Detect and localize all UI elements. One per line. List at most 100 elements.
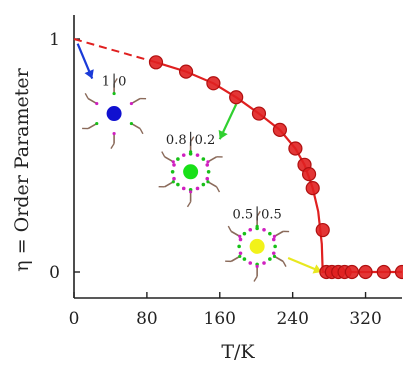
inset-spoke-dot — [95, 121, 99, 126]
inset-label-right: 0.5 — [261, 207, 282, 222]
data-point — [358, 264, 373, 280]
inset-ring-dot — [206, 170, 211, 174]
inset-spoke-branch — [84, 92, 89, 99]
inset-ring-dot — [242, 231, 247, 236]
inset-ring-dot — [201, 157, 206, 161]
inset-spoke-branch — [186, 201, 192, 208]
inset-spoke-dot — [255, 264, 259, 268]
inset-ring-dot — [172, 163, 176, 167]
inset-spoke — [274, 255, 284, 263]
inset-spoke-dot — [255, 224, 259, 228]
axes-frame — [73, 15, 402, 299]
inset-spoke-dot — [189, 190, 193, 194]
inset-spoke-dot — [112, 131, 116, 136]
inset-ring-dot — [262, 261, 266, 265]
inset-spoke-dot — [272, 234, 277, 238]
inset-ring-dot — [262, 227, 266, 232]
inset-label-right: 0 — [118, 75, 126, 90]
y-tick-label: 1 — [49, 30, 60, 50]
data-point — [272, 122, 288, 137]
x-tick-label: 160 — [204, 309, 236, 329]
inset-center — [249, 238, 265, 254]
inset-label-right: 0.2 — [195, 133, 216, 148]
inset-spoke — [87, 122, 98, 130]
x-axis-label: T/K — [221, 341, 255, 363]
inset-spoke-dot — [129, 121, 134, 126]
inset-2: 0.8 0.2 — [158, 103, 238, 208]
y-axis-label: η = Order Parameter — [11, 67, 33, 271]
inset-spoke-dot — [272, 254, 277, 258]
inset-ring-dot — [170, 170, 175, 174]
inset-ring-dot — [271, 251, 276, 256]
data-point — [229, 90, 244, 105]
inset-spoke-dot — [129, 101, 134, 106]
inset-ring-dot — [195, 186, 200, 191]
inset-spoke-dot — [189, 150, 193, 154]
inset-ring-dot — [181, 153, 186, 157]
inset-spoke — [131, 122, 141, 130]
inset-ring-dot — [195, 153, 200, 157]
inset-ring-dot — [268, 257, 272, 261]
inset-3: 0.5 0.5 — [225, 206, 323, 282]
inset-arrowhead — [218, 129, 228, 140]
inset-ring-dot — [237, 244, 241, 249]
inset-ring-dot — [248, 227, 253, 232]
inset-ring-dot — [273, 244, 277, 249]
y-tick-label: 0 — [49, 263, 60, 283]
data-point — [206, 76, 221, 91]
inset-spoke-dot — [171, 180, 175, 184]
x-tick-label: 0 — [69, 309, 80, 329]
inset-spoke-branch — [215, 186, 221, 193]
inset-spoke-branch — [253, 276, 258, 282]
inset-ring-dot — [201, 182, 206, 187]
inset-center — [183, 164, 199, 180]
x-tick-label: 240 — [276, 309, 308, 329]
inset-ring-dot — [242, 257, 247, 261]
inset-spoke-branch — [227, 225, 232, 232]
extrapolation-line — [73, 38, 157, 64]
inset-center — [106, 106, 122, 122]
inset-ring-dot — [176, 157, 180, 161]
inset-arrowhead — [84, 69, 94, 79]
inset-ring-dot — [205, 163, 210, 167]
inset-spoke-branch — [161, 151, 166, 158]
inset-ring-dot — [271, 237, 276, 242]
inset-ring-dot — [176, 182, 180, 187]
data-point — [288, 141, 303, 156]
data-points — [148, 55, 403, 280]
inset-spoke-branch — [110, 143, 115, 150]
inset-spoke-dot — [206, 180, 210, 184]
inset-spoke-dot — [95, 101, 99, 106]
x-tick-label: 80 — [136, 309, 158, 329]
inset-spoke — [131, 97, 141, 105]
inset-spoke-dot — [238, 254, 242, 258]
inset-spoke-dot — [112, 91, 116, 96]
inset-spoke-dot — [171, 160, 175, 164]
data-point — [376, 264, 391, 280]
inset-ring-dot — [181, 186, 186, 191]
inset-spoke-branch — [282, 261, 287, 267]
insets: 1 0 0.8 0.2 0.5 0.5 — [76, 43, 323, 282]
data-point — [344, 264, 359, 280]
inset-ring-dot — [268, 231, 272, 236]
data-point — [301, 167, 317, 182]
dashed-extrapolation — [73, 38, 157, 64]
inset-spoke — [230, 255, 241, 263]
inset-spoke — [164, 156, 174, 163]
inset-ring-dot — [238, 237, 243, 242]
data-point — [394, 264, 403, 280]
inset-spoke — [207, 181, 218, 188]
inset-spoke — [230, 230, 241, 238]
inset-spoke — [164, 181, 174, 188]
inset-ring-dot — [248, 261, 253, 265]
data-point — [178, 64, 194, 79]
inset-spoke — [87, 97, 98, 105]
inset-spoke — [207, 156, 218, 163]
inset-ring-dot — [238, 251, 243, 256]
inset-spoke-dot — [206, 160, 210, 164]
inset-spoke-dot — [238, 234, 242, 238]
inset-label-left: 0.8 — [166, 133, 187, 148]
